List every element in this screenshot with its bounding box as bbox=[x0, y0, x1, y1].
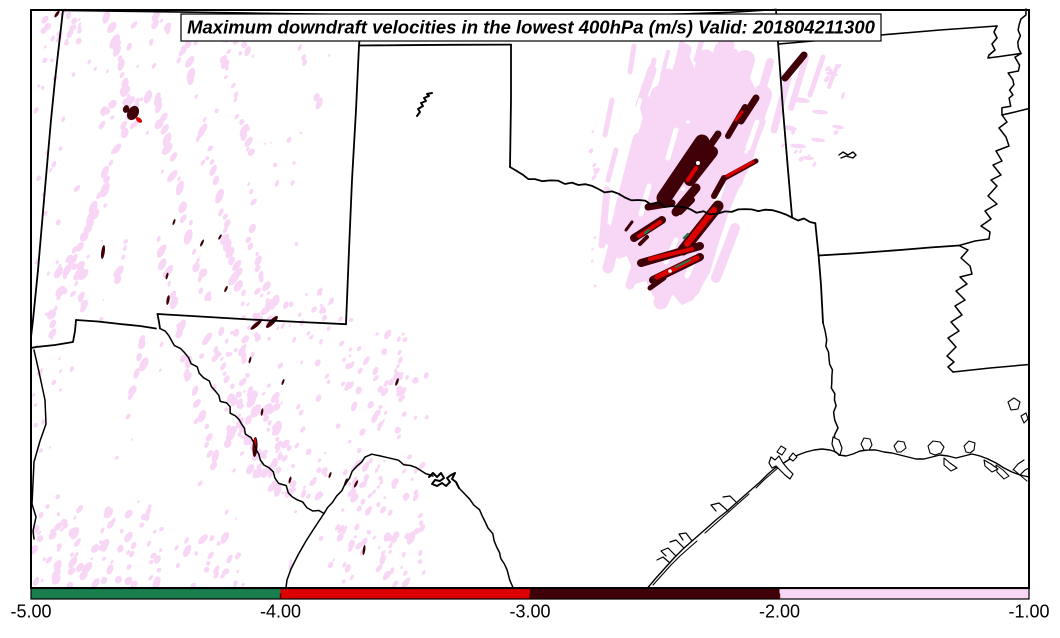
svg-text:-5.00: -5.00 bbox=[10, 602, 51, 622]
svg-text:-4.00: -4.00 bbox=[260, 602, 301, 622]
svg-text:Maximum downdraft velocities i: Maximum downdraft velocities in the lowe… bbox=[187, 17, 876, 38]
svg-text:-2.00: -2.00 bbox=[759, 602, 800, 622]
svg-text:-3.00: -3.00 bbox=[509, 602, 550, 622]
svg-text:-1.00: -1.00 bbox=[1008, 602, 1049, 622]
